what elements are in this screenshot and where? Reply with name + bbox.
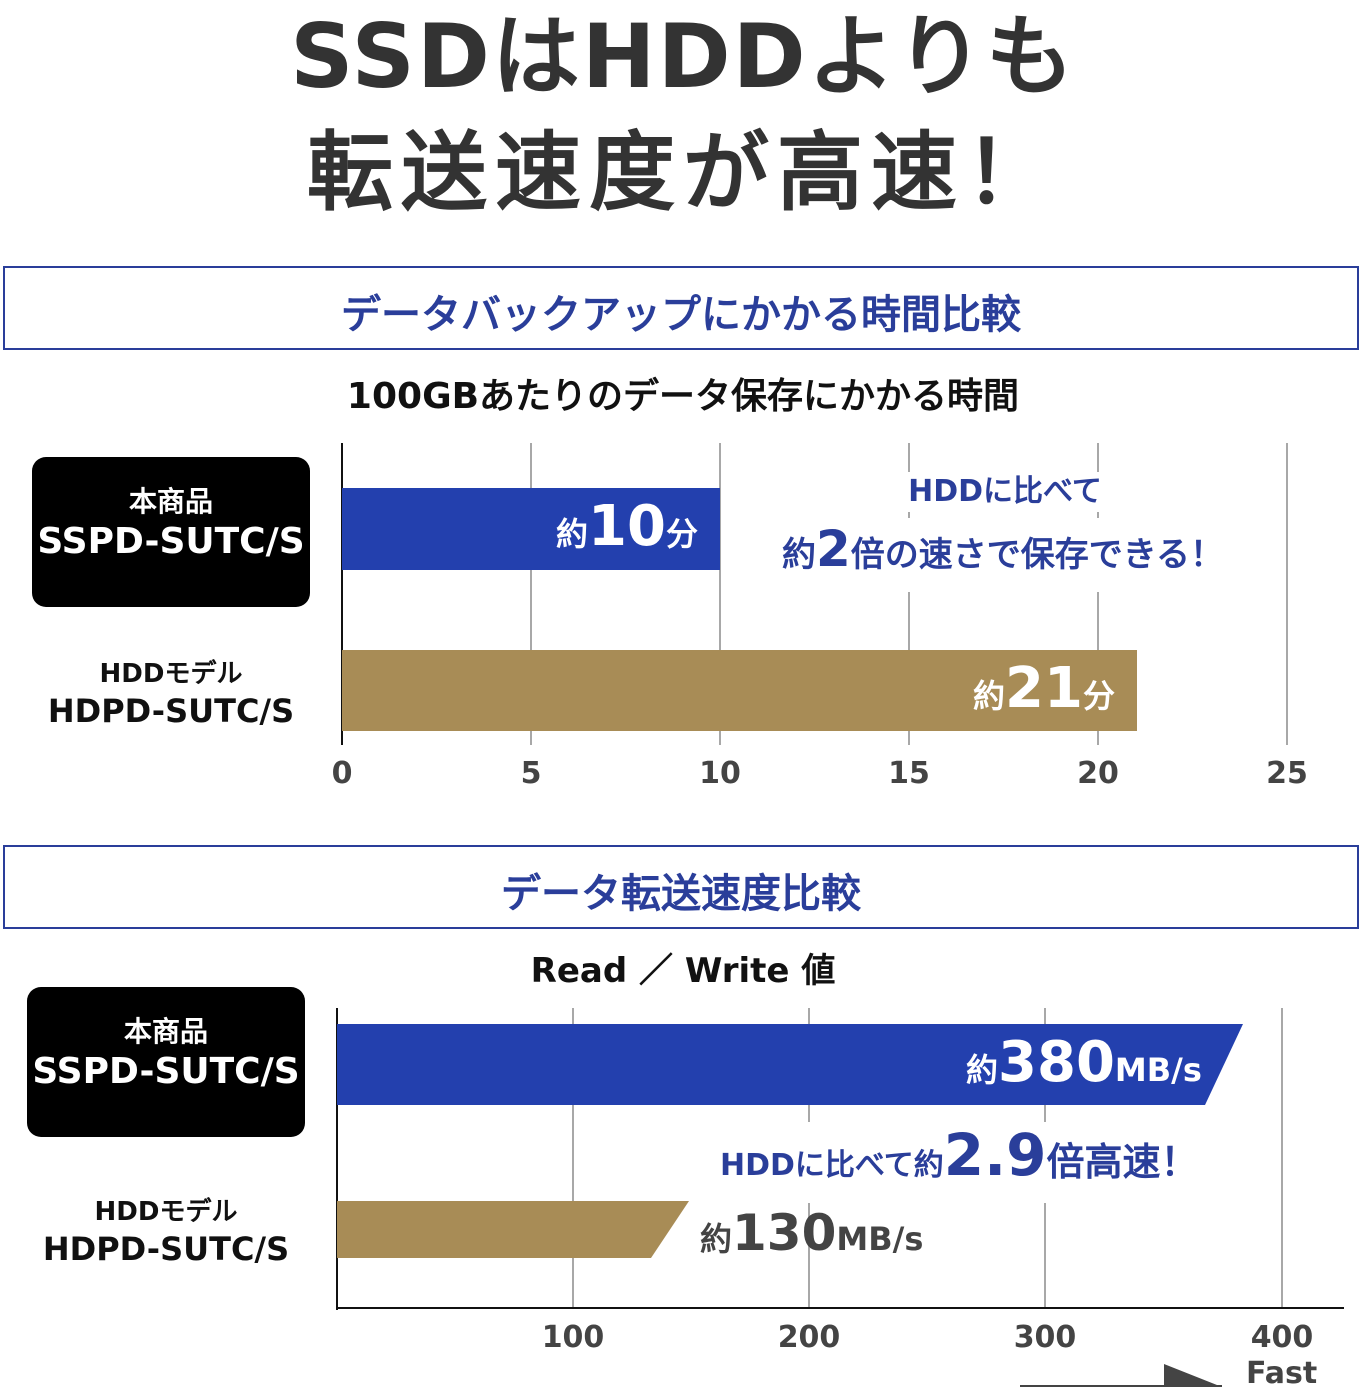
bar-hdd-speed xyxy=(337,1201,689,1258)
gridline-10 xyxy=(719,443,721,745)
tick-200: 200 xyxy=(777,1320,841,1355)
tick-400: 400 xyxy=(1250,1320,1314,1355)
hdd-label-2-line1: HDDモデル xyxy=(94,1197,238,1227)
chart-2-x-axis xyxy=(336,1307,1344,1309)
section-2-title: データ転送速度比較 xyxy=(501,871,861,917)
gridline-15 xyxy=(908,443,910,745)
chart-2-annotation: HDDに比べて約2.9倍高速！ xyxy=(720,1122,1199,1203)
gridline-400 xyxy=(1281,1008,1283,1308)
hdd-label-2: HDDモデル HDPD-SUTC/S xyxy=(27,1195,305,1269)
tick-5: 5 xyxy=(520,756,542,791)
bar-hdd-speed-label: 約130MB/s xyxy=(700,1204,924,1262)
product-label-2-line2: SSPD-SUTC/S xyxy=(32,1051,300,1092)
headline-line-1: SSDはHDDよりも xyxy=(290,5,1076,108)
hdd-label-line1: HDDモデル xyxy=(99,659,243,689)
headline-line-2: 転送速度が高速！ xyxy=(307,123,1059,223)
product-label-box-2: 本商品 SSPD-SUTC/S xyxy=(27,987,305,1137)
tick-300: 300 xyxy=(1013,1320,1077,1355)
gridline-100 xyxy=(572,1008,574,1308)
gridline-5 xyxy=(530,443,532,745)
bar-hdd-time: 約21分 xyxy=(342,650,1137,731)
bar-hdd-time-label: 約21分 xyxy=(973,656,1115,721)
chart-1-annotation-line1: HDDに比べて xyxy=(760,472,1250,512)
tick-20: 20 xyxy=(1077,756,1119,791)
tick-100: 100 xyxy=(541,1320,605,1355)
product-label-2-line1: 本商品 xyxy=(123,1015,208,1048)
gridline-20 xyxy=(1097,443,1099,745)
gridline-25 xyxy=(1286,443,1288,745)
chart-1-annotation-line2: 約2倍の速さで保存できる！ xyxy=(758,518,1248,592)
hdd-label-2-line2: HDPD-SUTC/S xyxy=(42,1230,290,1268)
section-2-header: データ転送速度比較 xyxy=(3,845,1359,929)
fast-label: Fast xyxy=(1246,1356,1318,1391)
hdd-label-line2: HDPD-SUTC/S xyxy=(47,692,295,730)
product-label-line1: 本商品 xyxy=(128,485,213,518)
chart-2-y-axis xyxy=(336,1008,338,1310)
tick-0: 0 xyxy=(331,756,353,791)
bar-ssd-time-label: 約10分 xyxy=(556,494,698,559)
bar-ssd-speed xyxy=(337,1024,1243,1105)
chart-1-y-axis xyxy=(341,443,343,745)
product-label-line2: SSPD-SUTC/S xyxy=(37,521,305,562)
tick-25: 25 xyxy=(1266,756,1308,791)
bar-ssd-speed-label: 約380MB/s xyxy=(966,1030,1202,1095)
chart-2-subtitle: Read ／ Write 値 xyxy=(530,951,836,991)
bar-ssd-time: 約10分 xyxy=(342,488,720,570)
fast-arrow-icon xyxy=(1020,1364,1222,1387)
section-1-title: データバックアップにかかる時間比較 xyxy=(341,292,1021,338)
chart-1-subtitle: 100GBあたりのデータ保存にかかる時間 xyxy=(346,376,1020,417)
section-1-header: データバックアップにかかる時間比較 xyxy=(3,266,1359,350)
tick-15: 15 xyxy=(888,756,930,791)
hdd-label: HDDモデル HDPD-SUTC/S xyxy=(32,657,310,731)
tick-10: 10 xyxy=(699,756,741,791)
product-label-box: 本商品 SSPD-SUTC/S xyxy=(32,457,310,607)
